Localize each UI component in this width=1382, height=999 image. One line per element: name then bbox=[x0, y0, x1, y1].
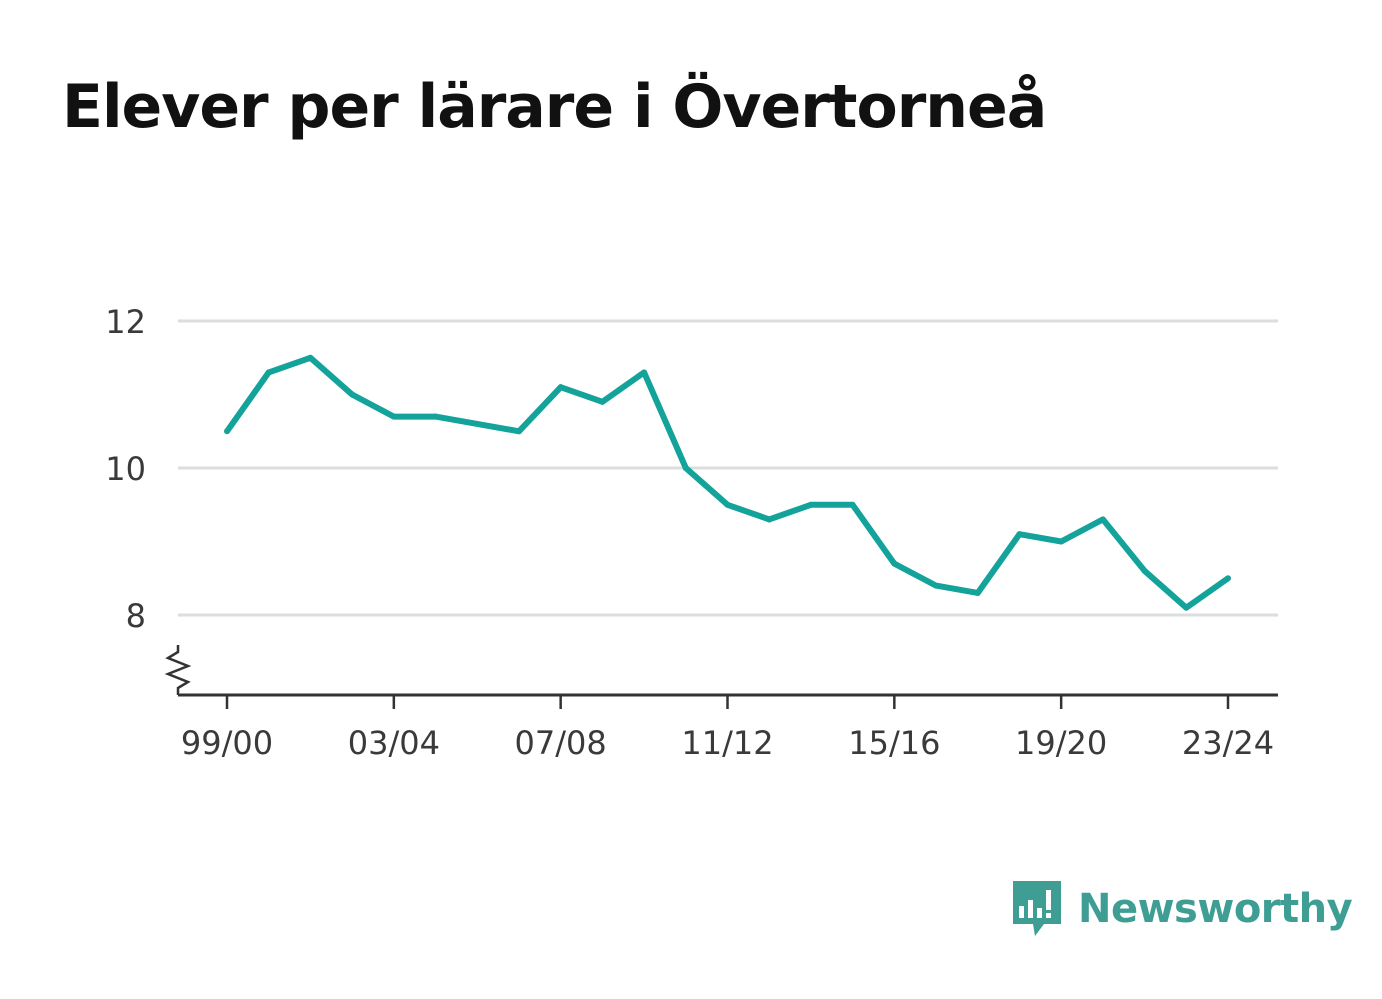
gridlines bbox=[178, 319, 1278, 617]
data-point-08/09 bbox=[599, 398, 606, 405]
data-point-21/22 bbox=[1141, 567, 1148, 574]
y-tick-label: 10 bbox=[105, 450, 146, 488]
data-point-04/05 bbox=[432, 413, 439, 420]
x-tick-label: 99/00 bbox=[181, 724, 273, 762]
y-tick-label: 8 bbox=[126, 597, 146, 635]
data-point-99/00 bbox=[224, 428, 230, 435]
chart-title: Elever per lärare i Övertorneå bbox=[62, 72, 1047, 142]
data-point-01/02 bbox=[307, 354, 314, 361]
x-tick-label: 15/16 bbox=[848, 724, 940, 762]
x-tick-label: 07/08 bbox=[515, 724, 607, 762]
data-point-02/03 bbox=[349, 391, 356, 398]
x-tick-label: 11/12 bbox=[681, 724, 773, 762]
data-point-14/15 bbox=[849, 501, 856, 508]
brand-name: Newsworthy bbox=[1078, 886, 1353, 932]
data-point-17/18 bbox=[974, 589, 981, 596]
x-tick-label: 03/04 bbox=[348, 724, 440, 762]
data-point-18/19 bbox=[1016, 531, 1023, 538]
data-point-05/06 bbox=[474, 420, 481, 427]
data-point-07/08 bbox=[557, 384, 564, 391]
data-points bbox=[224, 354, 1231, 611]
data-point-12/13 bbox=[766, 516, 773, 523]
data-point-23/24 bbox=[1225, 575, 1231, 582]
x-tick-label: 19/20 bbox=[1015, 724, 1107, 762]
series-line bbox=[224, 354, 1230, 611]
data-point-11/12 bbox=[724, 501, 731, 508]
brand-logo: Newsworthy bbox=[1010, 878, 1353, 940]
x-tick-label: 23/24 bbox=[1182, 724, 1274, 762]
data-point-19/20 bbox=[1058, 538, 1065, 545]
data-point-16/17 bbox=[933, 582, 940, 589]
data-point-20/21 bbox=[1099, 516, 1106, 523]
data-point-10/11 bbox=[682, 465, 689, 471]
y-tick-label: 12 bbox=[105, 303, 146, 341]
axis-break-icon bbox=[164, 645, 192, 695]
data-point-00/01 bbox=[265, 369, 272, 376]
data-point-13/14 bbox=[807, 501, 814, 508]
data-point-03/04 bbox=[390, 413, 397, 420]
data-point-15/16 bbox=[891, 560, 898, 567]
data-point-06/07 bbox=[515, 428, 522, 435]
y-axis-ticks: 8 10 12 bbox=[105, 303, 146, 635]
x-axis-ticks: 99/00 03/04 07/08 11/12 15/16 19/20 23/24 bbox=[181, 695, 1274, 762]
newsworthy-logo-icon bbox=[1013, 881, 1061, 936]
data-point-09/10 bbox=[641, 369, 648, 376]
data-point-22/23 bbox=[1183, 604, 1190, 611]
